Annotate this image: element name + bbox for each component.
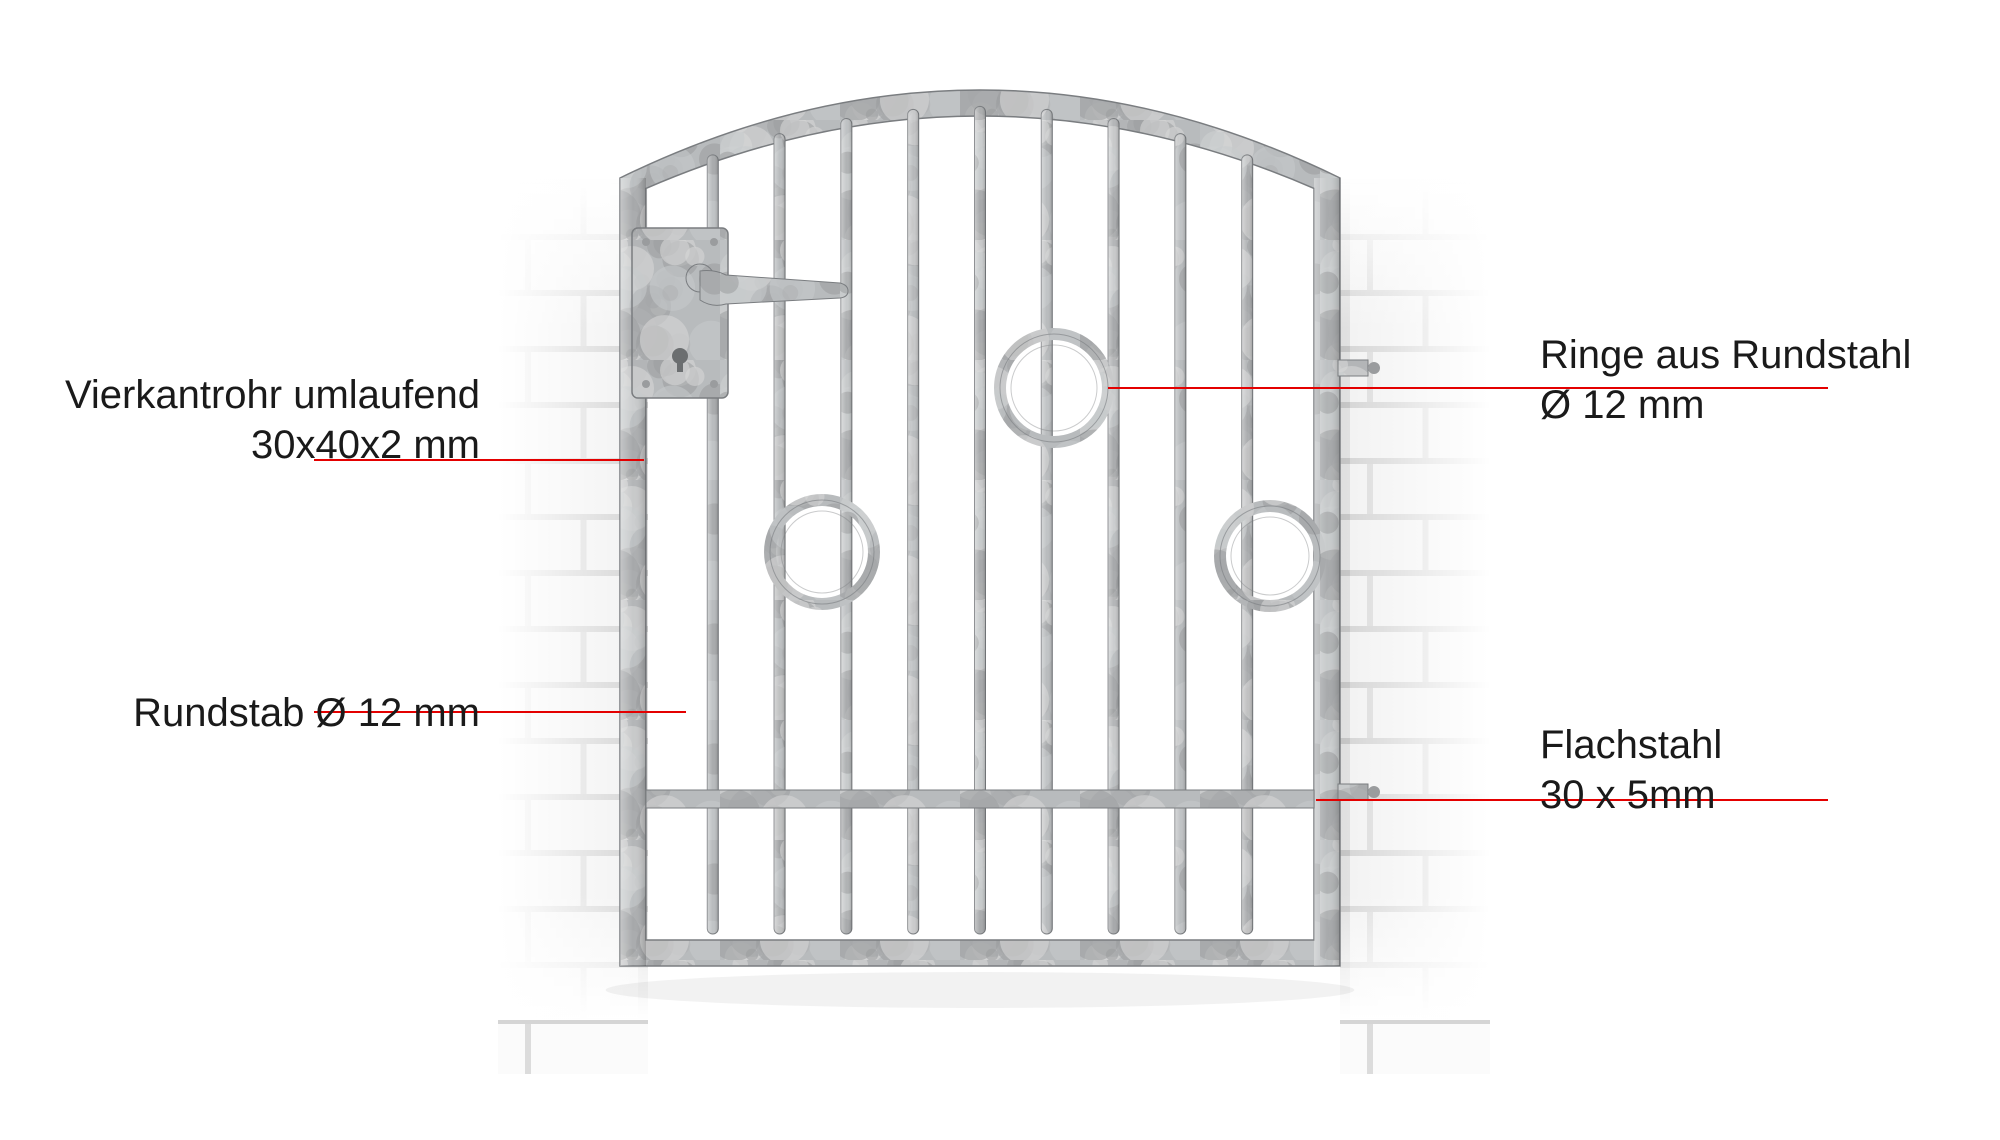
label-vierkantrohr: Vierkantrohr umlaufend 30x40x2 mm	[65, 370, 480, 470]
label-flachstahl: Flachstahl 30 x 5mm	[1540, 720, 1722, 820]
label-rundstab: Rundstab Ø 12 mm	[133, 688, 480, 738]
label-ringe-line1: Ringe aus Rundstahl	[1540, 330, 1911, 380]
gate-diagram-svg	[0, 0, 2000, 1140]
diagram-stage	[0, 0, 2000, 1140]
gate	[620, 90, 1380, 966]
gate-ring	[1000, 334, 1108, 442]
gate-hinge	[1338, 360, 1380, 376]
label-vierkantrohr-line2: 30x40x2 mm	[65, 420, 480, 470]
label-ringe-line2: Ø 12 mm	[1540, 380, 1911, 430]
label-rundstab-line1: Rundstab Ø 12 mm	[133, 688, 480, 738]
brick-pillar	[1340, 178, 1490, 1074]
lock-plate	[632, 228, 848, 398]
label-flachstahl-line1: Flachstahl	[1540, 720, 1722, 770]
label-ringe: Ringe aus Rundstahl Ø 12 mm	[1540, 330, 1911, 430]
gate-ring	[1220, 506, 1320, 606]
label-vierkantrohr-line1: Vierkantrohr umlaufend	[65, 370, 480, 420]
label-flachstahl-line2: 30 x 5mm	[1540, 770, 1722, 820]
gate-flatbar	[646, 790, 1314, 808]
gate-hinge	[1338, 784, 1380, 800]
gate-shadow	[606, 972, 1355, 1008]
